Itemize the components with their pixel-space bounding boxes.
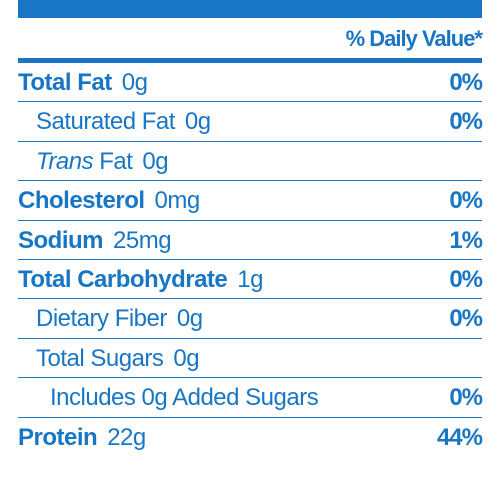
nutrient-label-wrap: Saturated Fat 0g <box>18 109 211 135</box>
nutrient-dv: 0% <box>449 385 482 411</box>
nutrient-amount: 0g <box>142 149 168 175</box>
nutrient-dv: 0% <box>449 306 482 332</box>
nutrient-amount: 25mg <box>113 228 171 254</box>
top-bar <box>18 0 482 18</box>
nutrient-row: Saturated Fat 0g 0% <box>18 102 482 141</box>
nutrient-label-wrap: Dietary Fiber 0g <box>18 306 203 332</box>
nutrient-row: Sodium 25mg 1% <box>18 221 482 260</box>
nutrient-label: Total Carbohydrate <box>18 267 227 293</box>
nutrient-label: Total Sugars <box>36 346 163 372</box>
nutrient-row: Includes 0g Added Sugars 0% <box>18 378 482 417</box>
nutrient-row: Total Fat 0g 0% <box>18 63 482 102</box>
nutrient-amount: 0g <box>185 109 211 135</box>
nutrient-label: Sodium <box>18 228 103 254</box>
nutrient-label-wrap: Protein 22g <box>18 425 146 451</box>
nutrient-amount: 0mg <box>155 188 200 214</box>
nutrient-amount: 0g <box>173 346 199 372</box>
nutrient-row: Total Carbohydrate 1g 0% <box>18 260 482 299</box>
nutrient-label: Trans Fat <box>36 149 132 175</box>
nutrient-row: Total Sugars 0g <box>18 339 482 378</box>
nutrient-dv: 0% <box>449 188 482 214</box>
nutrient-label: Saturated Fat <box>36 109 175 135</box>
nutrient-label: Includes 0g Added Sugars <box>50 385 318 411</box>
nutrient-row: Cholesterol 0mg 0% <box>18 181 482 220</box>
nutrient-label-wrap: Trans Fat 0g <box>18 149 168 175</box>
nutrient-label-wrap: Sodium 25mg <box>18 228 171 254</box>
nutrient-dv: 44% <box>437 425 482 451</box>
nutrient-amount: 22g <box>107 425 146 451</box>
nutrient-label: Cholesterol <box>18 188 145 214</box>
nutrient-amount: 0g <box>122 70 148 96</box>
nutrient-row: Trans Fat 0g <box>18 142 482 181</box>
nutrient-row: Dietary Fiber 0g 0% <box>18 299 482 338</box>
nutrient-label-wrap: Cholesterol 0mg <box>18 188 200 214</box>
nutrient-rows: Total Fat 0g 0% Saturated Fat 0g 0% Trans Fat 0… <box>18 63 482 451</box>
nutrient-dv: 0% <box>449 109 482 135</box>
nutrient-amount: 0g <box>177 306 203 332</box>
nutrient-dv: 1% <box>449 228 482 254</box>
nutrient-dv: 0% <box>449 267 482 293</box>
nutrient-label: Protein <box>18 425 97 451</box>
nutrient-label: Dietary Fiber <box>36 306 167 332</box>
nutrition-panel: % Daily Value* Total Fat0g0%Saturated Fa… <box>0 0 500 451</box>
nutrient-label-wrap: Total Fat 0g <box>18 70 147 96</box>
nutrient-label-wrap: Total Carbohydrate 1g <box>18 267 263 293</box>
nutrient-dv: 0% <box>449 70 482 96</box>
dv-header: % Daily Value* <box>18 22 482 63</box>
nutrient-row: Protein 22g 44% <box>18 418 482 451</box>
nutrient-amount: 1g <box>237 267 263 293</box>
nutrient-label: Total Fat <box>18 70 112 96</box>
nutrient-label-wrap: Includes 0g Added Sugars <box>18 385 318 411</box>
nutrient-label-wrap: Total Sugars 0g <box>18 346 199 372</box>
